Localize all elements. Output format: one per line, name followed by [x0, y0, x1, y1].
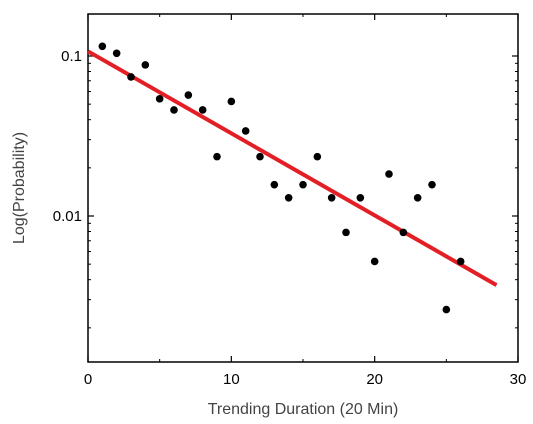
data-point [198, 106, 207, 114]
x-tick-label-10: 10 [223, 371, 240, 388]
data-point [442, 305, 451, 314]
fit-line [87, 49, 498, 287]
x-tick-label-30: 30 [510, 371, 527, 388]
data-point [413, 193, 422, 202]
data-point [256, 152, 264, 161]
data-point [356, 193, 365, 202]
data-point [385, 170, 393, 178]
data-point [127, 73, 135, 81]
data-point [112, 49, 121, 58]
x-tick-label-0: 0 [84, 371, 92, 388]
data-point [428, 180, 436, 189]
data-point [98, 42, 107, 51]
axis-ticks [87, 14, 519, 362]
data-point [184, 91, 193, 99]
data-point [370, 257, 379, 266]
data-point [299, 180, 307, 189]
data-point [270, 180, 279, 189]
data-point [213, 152, 221, 161]
y-tick-label-0.01: 0.01 [53, 208, 82, 225]
data-point [327, 193, 336, 202]
data-point [141, 61, 150, 69]
scatter-points [98, 42, 465, 314]
data-point [313, 152, 322, 161]
data-point [284, 193, 293, 202]
y-tick-label-0.1: 0.1 [61, 48, 82, 65]
fit-line-layer [87, 49, 498, 287]
data-point [227, 97, 236, 106]
data-point [342, 228, 350, 237]
x-tick-label-20: 20 [366, 371, 383, 388]
y-axis-title: Log(Probability) [11, 132, 28, 244]
data-point [170, 106, 178, 114]
data-point [155, 95, 164, 103]
data-point [456, 257, 465, 266]
x-axis-title: Trending Duration (20 Min) [208, 401, 399, 418]
tick-labels: 0 10 20 30 0.01 0.1 [53, 48, 527, 388]
data-point [399, 228, 408, 237]
data-point [241, 127, 250, 135]
